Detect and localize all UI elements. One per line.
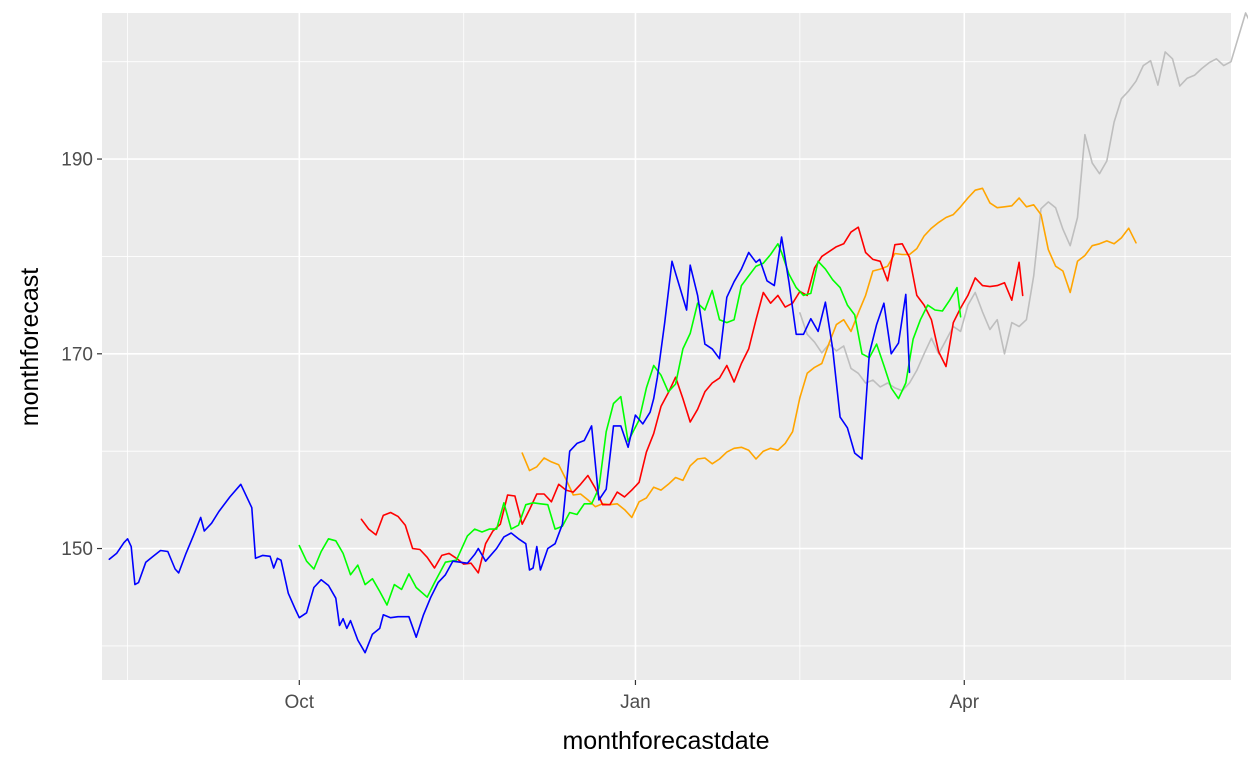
series-line-5: [799, 12, 1248, 392]
panel-background: [102, 13, 1231, 680]
major-gridlines: [102, 13, 1231, 680]
series-line-2: [298, 243, 962, 606]
minor-gridlines: [102, 13, 1231, 680]
x-tick-label: Oct: [285, 692, 315, 713]
x-axis-title: monthforecastdate: [562, 727, 769, 755]
x-tick-label: Jan: [620, 692, 651, 713]
y-axis: 150 170 190: [61, 150, 102, 560]
y-axis-title: monthforecast: [16, 268, 44, 426]
x-axis: Oct Jan Apr: [285, 680, 980, 713]
series-lines: [108, 12, 1248, 654]
series-line-4: [521, 187, 1137, 519]
series-line-3: [360, 226, 1024, 574]
y-tick-label: 170: [61, 344, 93, 365]
y-tick-label: 190: [61, 150, 93, 171]
y-tick-label: 150: [61, 539, 93, 560]
x-tick-label: Apr: [949, 692, 979, 713]
series-line-1: [108, 236, 911, 654]
